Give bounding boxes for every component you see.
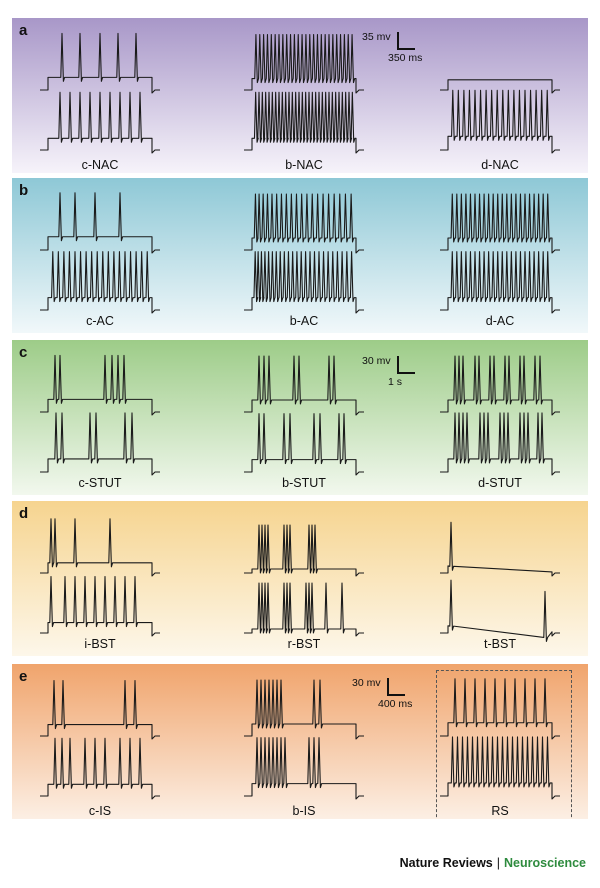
panel-d: d i-BST r-BST t-BST: [12, 501, 588, 656]
cell-type-label: c-IS: [88, 804, 112, 818]
voltage-trace-b-ac-weak: [244, 193, 364, 254]
scale-bar-horizontal: [387, 694, 405, 696]
cell-type-label: c-AC: [86, 314, 114, 328]
journal-credit: Nature Reviews | Neuroscience: [400, 856, 586, 870]
voltage-trace-c-nac-weak: [40, 32, 160, 94]
journal-name: Neuroscience: [504, 856, 586, 870]
voltage-trace-b-is-strong: [244, 737, 364, 800]
credit-separator: |: [496, 856, 501, 870]
trace-canvas: [40, 518, 560, 642]
voltage-trace-b-nac-strong: [244, 91, 364, 154]
voltage-trace-b-ac-strong: [244, 251, 364, 314]
cell-type-label: d-STUT: [478, 476, 522, 490]
publisher-name: Nature Reviews: [399, 856, 493, 870]
cell-type-label: r-BST: [287, 637, 321, 651]
voltage-trace-i-bst-strong: [40, 576, 160, 637]
cell-type-label: c-NAC: [81, 158, 119, 172]
scale-bar-vertical: [387, 678, 389, 696]
cell-type-label: i-BST: [84, 637, 116, 651]
scale-bar-horizontal: [397, 372, 415, 374]
scale-bar-vertical: [397, 32, 399, 50]
voltage-trace-r-bst-strong: [244, 582, 364, 637]
voltage-trace-b-is-weak: [244, 679, 364, 740]
scale-voltage-label: 30 mv: [352, 677, 381, 689]
cell-type-label: RS: [491, 804, 509, 818]
voltage-trace-rs-weak: [440, 678, 560, 740]
voltage-trace-d-ac-weak: [440, 193, 560, 254]
voltage-trace-b-stut-weak: [244, 355, 364, 416]
panel-a: a c-NAC b-NAC d-NAC 35 mv 350 ms: [12, 18, 588, 173]
panel-letter: a: [19, 22, 28, 39]
voltage-trace-c-nac-strong: [40, 91, 160, 154]
scale-bar: 35 mv 350 ms: [362, 28, 442, 72]
trace-canvas: [40, 32, 560, 154]
voltage-trace-c-ac-weak: [40, 192, 160, 254]
panel-letter: b: [19, 182, 29, 199]
cell-type-label: b-AC: [289, 314, 319, 328]
voltage-trace-t-bst-weak: [440, 521, 560, 577]
panel-letter: e: [19, 668, 28, 685]
scale-voltage-label: 35 mv: [362, 31, 391, 43]
voltage-trace-rs-strong: [440, 736, 560, 800]
scale-time-label: 1 s: [388, 376, 403, 388]
trace-canvas: [40, 354, 560, 476]
cell-type-label: d-AC: [485, 314, 515, 328]
voltage-trace-d-nac-weak: [440, 79, 560, 94]
scale-time-label: 350 ms: [388, 52, 423, 64]
scale-bar-vertical: [397, 356, 399, 374]
panel-letter: d: [19, 505, 29, 522]
panel-letter: c: [19, 344, 28, 361]
voltage-trace-t-bst-strong: [440, 579, 560, 642]
voltage-trace-i-bst-weak: [40, 518, 160, 577]
highlight-dashed-box: [436, 670, 572, 819]
trace-canvas: [40, 192, 560, 314]
voltage-trace-d-stut-weak: [440, 355, 560, 416]
panel-e: e c-IS b-IS RS 30 mv 400 ms: [12, 664, 588, 819]
voltage-trace-c-is-weak: [40, 680, 160, 740]
scale-voltage-label: 30 mv: [362, 355, 391, 367]
voltage-trace-b-stut-strong: [244, 413, 364, 476]
voltage-trace-c-is-strong: [40, 737, 160, 800]
voltage-trace-c-ac-strong: [40, 251, 160, 314]
voltage-trace-d-stut-strong: [440, 412, 560, 476]
voltage-trace-r-bst-weak: [244, 524, 364, 577]
scale-bar: 30 mv 400 ms: [352, 674, 432, 718]
cell-type-label: d-NAC: [481, 158, 519, 172]
scale-time-label: 400 ms: [378, 698, 413, 710]
scale-bar-horizontal: [397, 48, 415, 50]
voltage-trace-d-ac-strong: [440, 251, 560, 314]
cell-type-label: c-STUT: [78, 476, 122, 490]
cell-type-label: b-NAC: [285, 158, 323, 172]
cell-type-label: b-IS: [292, 804, 316, 818]
cell-type-label: t-BST: [484, 637, 516, 651]
voltage-trace-c-stut-strong: [40, 412, 160, 476]
scale-bar: 30 mv 1 s: [362, 352, 442, 396]
cell-type-label: b-STUT: [282, 476, 326, 490]
panel-b: b c-AC b-AC d-AC: [12, 178, 588, 333]
trace-canvas: [40, 678, 560, 800]
voltage-trace-c-stut-weak: [40, 354, 160, 416]
voltage-trace-d-nac-strong: [440, 89, 560, 154]
voltage-trace-b-nac-weak: [244, 34, 364, 94]
panel-c: c c-STUT b-STUT d-STUT 30 mv 1 s: [12, 340, 588, 495]
